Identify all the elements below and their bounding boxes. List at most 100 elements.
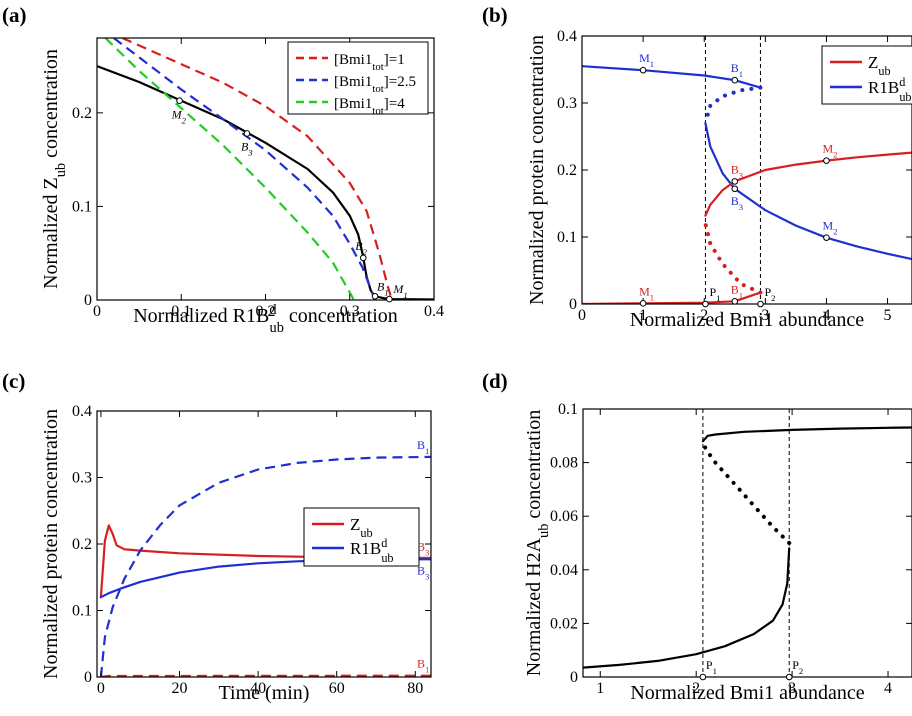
point-label-part: B	[731, 162, 739, 176]
y-tick-label: 0.08	[550, 455, 578, 472]
y-tick-label: 0.1	[72, 603, 92, 620]
end-label-part: B	[417, 539, 425, 553]
end-label-part: B	[417, 657, 425, 671]
legend-label-part: ub	[899, 90, 911, 104]
x-tick-label: 2	[692, 680, 700, 697]
point-label-part: M	[392, 282, 404, 296]
series-line-3	[104, 38, 355, 300]
y-axis-title-part: Normalized Z	[40, 177, 62, 289]
y-axis-title-part: Normalized H2A	[523, 537, 545, 676]
series-line-1	[700, 439, 792, 545]
legend-label-part: ub	[381, 551, 393, 565]
end-label: B3	[417, 563, 429, 581]
y-tick-label: 0.2	[72, 536, 92, 553]
point-label: B3	[731, 194, 743, 212]
legend-label: R1Bd ub	[350, 536, 394, 565]
point-marker	[785, 673, 793, 681]
end-label-part: 3	[425, 547, 429, 557]
point-label-part: 2	[182, 116, 187, 126]
point-label: B1	[731, 61, 743, 79]
y-tick-label: 0.04	[550, 562, 578, 579]
x-tick-label: 1	[596, 680, 604, 697]
y-tick-label: 0.3	[72, 470, 92, 487]
series-line-2	[704, 122, 912, 261]
x-tick-label: 80	[407, 680, 423, 697]
legend-box	[821, 45, 912, 105]
point-label: M1	[639, 51, 654, 69]
legend-label-part: [Bmi1	[334, 96, 372, 112]
point-label-part: M	[639, 284, 650, 298]
x-tick-label: 1	[639, 307, 647, 324]
legend-label-part: Z	[350, 515, 360, 534]
x-axis-title: Time (min)	[219, 682, 310, 704]
legend-label-part: ]=2.5	[384, 74, 416, 90]
panel-label-a: (a)	[2, 3, 27, 27]
point-label-part: 3	[247, 147, 253, 157]
x-tick-label: 0.1	[171, 303, 191, 320]
series-line-2	[99, 455, 431, 677]
y-tick-label: 0.02	[550, 615, 578, 632]
point-label-part: 1	[739, 69, 743, 79]
legend-label-part: [Bmi1	[334, 74, 372, 90]
x-tick-label: 0	[93, 303, 101, 320]
x-tick-label: 5	[884, 307, 892, 324]
x-tick-label: 0.4	[424, 303, 444, 320]
point-marker	[371, 292, 379, 300]
legend-label-part: ub	[878, 64, 890, 78]
point-label-part: B	[731, 194, 739, 208]
point-label: P2	[764, 285, 775, 303]
series-group	[97, 38, 434, 300]
y-tick-label: 0.2	[72, 105, 92, 122]
point-label-part: P	[792, 658, 799, 672]
point-label: P1	[709, 285, 720, 303]
series-line-1	[703, 85, 763, 126]
end-label: B1	[417, 438, 429, 456]
point-label: M2	[822, 219, 837, 237]
point-label: B3	[241, 139, 253, 157]
series-group	[99, 455, 431, 677]
x-tick-label: 0	[97, 680, 105, 697]
y-tick-label: 0	[570, 669, 578, 686]
point-label-part: B	[731, 282, 739, 296]
point-marker	[639, 66, 647, 74]
point-label-part: 2	[833, 150, 837, 160]
legend-label: [Bmi1tot]=4	[334, 96, 405, 117]
plot-frame	[582, 408, 912, 678]
series-line-2	[113, 38, 377, 300]
point-label: M2	[822, 142, 837, 160]
legend-label-part: R1B	[350, 539, 381, 558]
point-marker	[243, 130, 251, 137]
x-tick-label: 3	[788, 680, 796, 697]
x-tick-label: 0.3	[340, 303, 360, 320]
point-label-part: P	[706, 658, 713, 672]
legend-label-part: [Bmi1	[334, 52, 372, 68]
y-tick-label: 0	[84, 292, 92, 309]
point-label-part: M	[822, 219, 833, 233]
point-label-part: 1	[384, 287, 388, 297]
legend-label-part: tot	[372, 83, 383, 95]
y-axis-title: Normalized protein concentration	[40, 409, 62, 679]
end-label-part: B	[417, 563, 425, 577]
legend-label-part: R1B	[868, 78, 899, 97]
series-line-0	[97, 65, 434, 300]
y-axis-title: Normalized H2Aub concentration	[523, 410, 552, 677]
x-axis-title: Normalized R1Bd ub concentration	[133, 302, 398, 336]
panel-label-b: (b)	[482, 3, 508, 27]
point-marker	[359, 254, 367, 262]
point-marker	[823, 157, 830, 164]
x-axis-title-part: ub	[270, 320, 284, 336]
point-label: M1	[392, 282, 407, 300]
legend-label-part: ]=1	[384, 52, 405, 68]
point-label-part: 1	[716, 293, 720, 303]
legend-label: [Bmi1tot]=1	[334, 52, 405, 73]
legend-label-part: d	[899, 75, 905, 89]
y-axis-title: Normalized protein concentration	[526, 35, 548, 305]
end-label-part: 3	[425, 571, 429, 581]
point-label-part: 1	[650, 59, 654, 69]
point-label-part: B	[731, 61, 739, 75]
point-label-part: P	[764, 285, 771, 299]
point-label: P2	[792, 658, 803, 676]
y-axis-title: Normalized Zub concentration	[40, 49, 69, 289]
